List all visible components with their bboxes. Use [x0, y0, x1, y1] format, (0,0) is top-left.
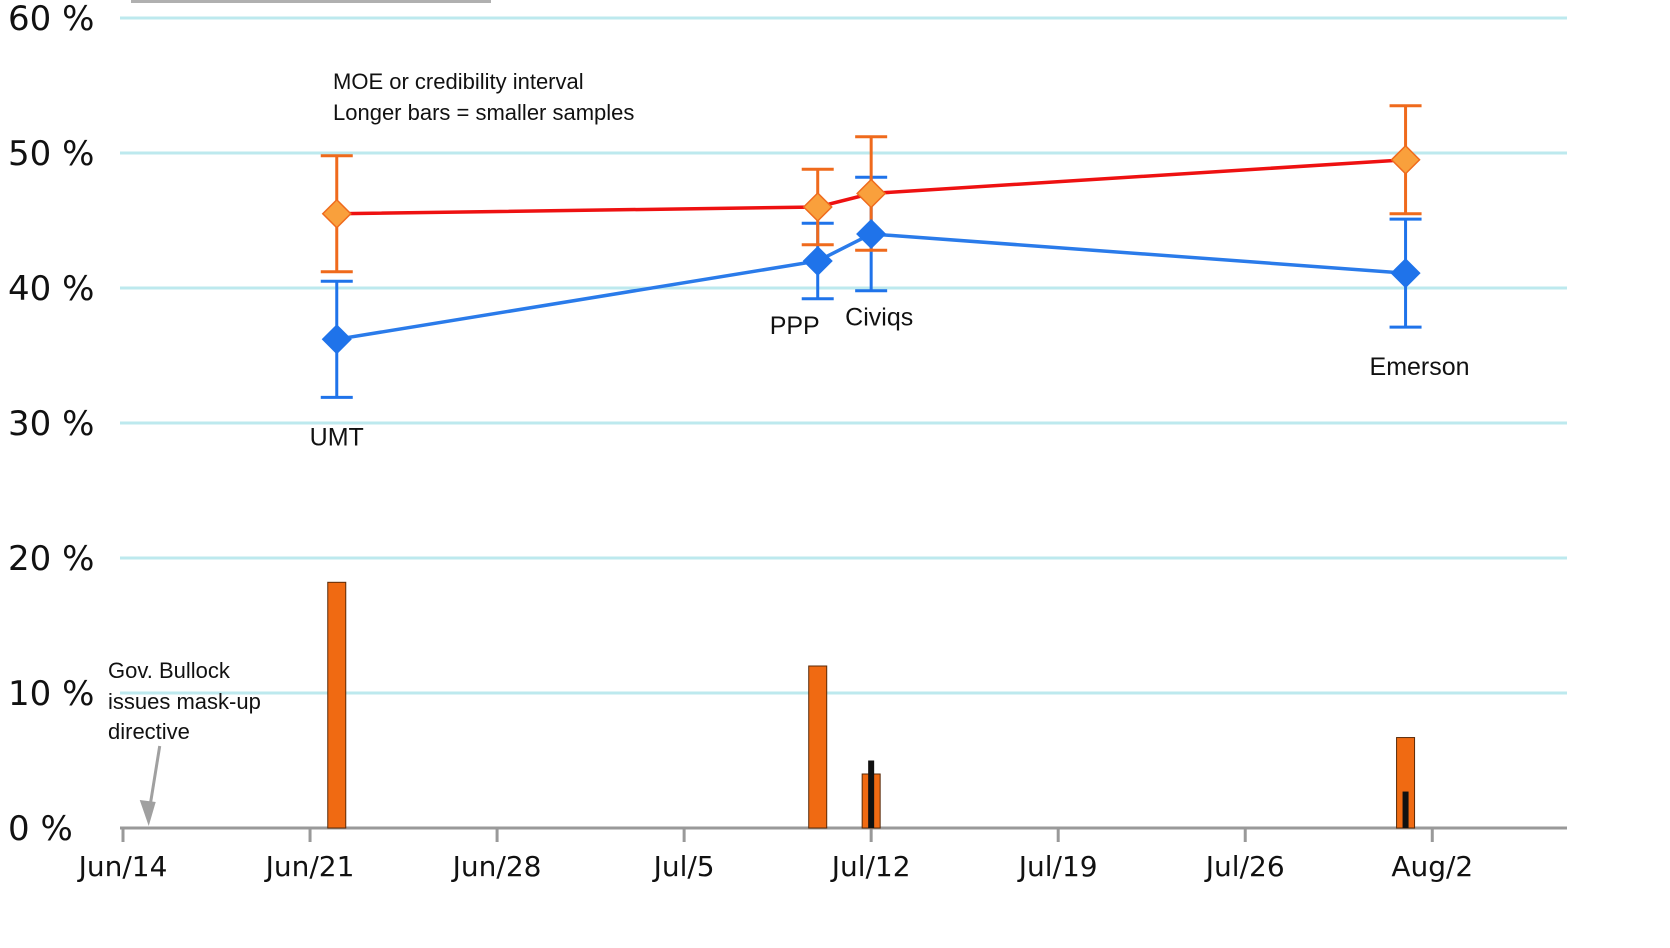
error-bars — [320, 104, 1422, 399]
trend-lines — [336, 158, 1406, 342]
pollster-label: PPP — [770, 312, 820, 340]
other-bar — [1402, 791, 1409, 828]
blue-series-line — [336, 232, 1406, 342]
blue-point — [321, 324, 352, 355]
moe-note-line-1: MOE or credibility interval — [333, 69, 584, 94]
moe-note-line-2: Longer bars = smaller samples — [333, 100, 634, 125]
x-tick-label: Jun/21 — [264, 850, 355, 883]
y-tick-label: 20 % — [8, 539, 94, 579]
x-tick-label: Aug/2 — [1391, 850, 1473, 883]
x-axis: Jun/14 Jun/21 Jun/28 Jul/5 Jul/12 Jul/19 Jul/2… — [77, 826, 1567, 883]
pollster-label: Emerson — [1370, 353, 1470, 381]
other-bar — [868, 760, 875, 828]
event-note-line-2: issues mask-up — [108, 689, 261, 714]
red-point — [856, 178, 887, 209]
y-tick-label: 10 % — [8, 674, 94, 714]
poll-markers — [321, 144, 1421, 355]
y-tick-label: 0 % — [8, 809, 73, 849]
x-tick-label: Jun/14 — [77, 850, 168, 883]
x-tick-label: Jul/5 — [652, 850, 715, 883]
blue-point — [1390, 258, 1421, 289]
y-tick-label: 40 % — [8, 269, 94, 309]
gap-bar — [327, 581, 347, 829]
y-tick-label: 30 % — [8, 404, 94, 444]
pollster-label: Civiqs — [845, 304, 913, 332]
blue-point — [856, 218, 887, 250]
x-tick-label: Jul/26 — [1204, 850, 1285, 883]
x-tick-label: Jul/19 — [1017, 850, 1098, 883]
y-axis-labels: 0 % 10 % 20 % 30 % 40 % 50 % 60 % — [8, 0, 94, 849]
legend-box-edge — [131, 0, 491, 3]
event-note-line-1: Gov. Bullock — [108, 658, 231, 683]
red-series-line — [336, 158, 1406, 216]
pollster-labels: UMT PPP Civiqs Emerson — [310, 304, 1470, 452]
y-tick-label: 50 % — [8, 134, 94, 174]
event-arrow — [139, 745, 162, 826]
event-note-line-3: directive — [108, 719, 190, 744]
blue-point — [802, 245, 833, 277]
red-point — [1390, 144, 1421, 175]
gridlines — [120, 16, 1567, 695]
red-point — [802, 191, 833, 223]
gap-bar — [808, 665, 828, 829]
gap-bars — [327, 581, 1416, 829]
x-tick-label: Jun/28 — [451, 850, 542, 883]
pollster-label: UMT — [310, 423, 364, 451]
x-tick-label: Jul/12 — [830, 850, 911, 883]
red-point — [321, 198, 352, 229]
y-tick-label: 60 % — [8, 0, 94, 39]
